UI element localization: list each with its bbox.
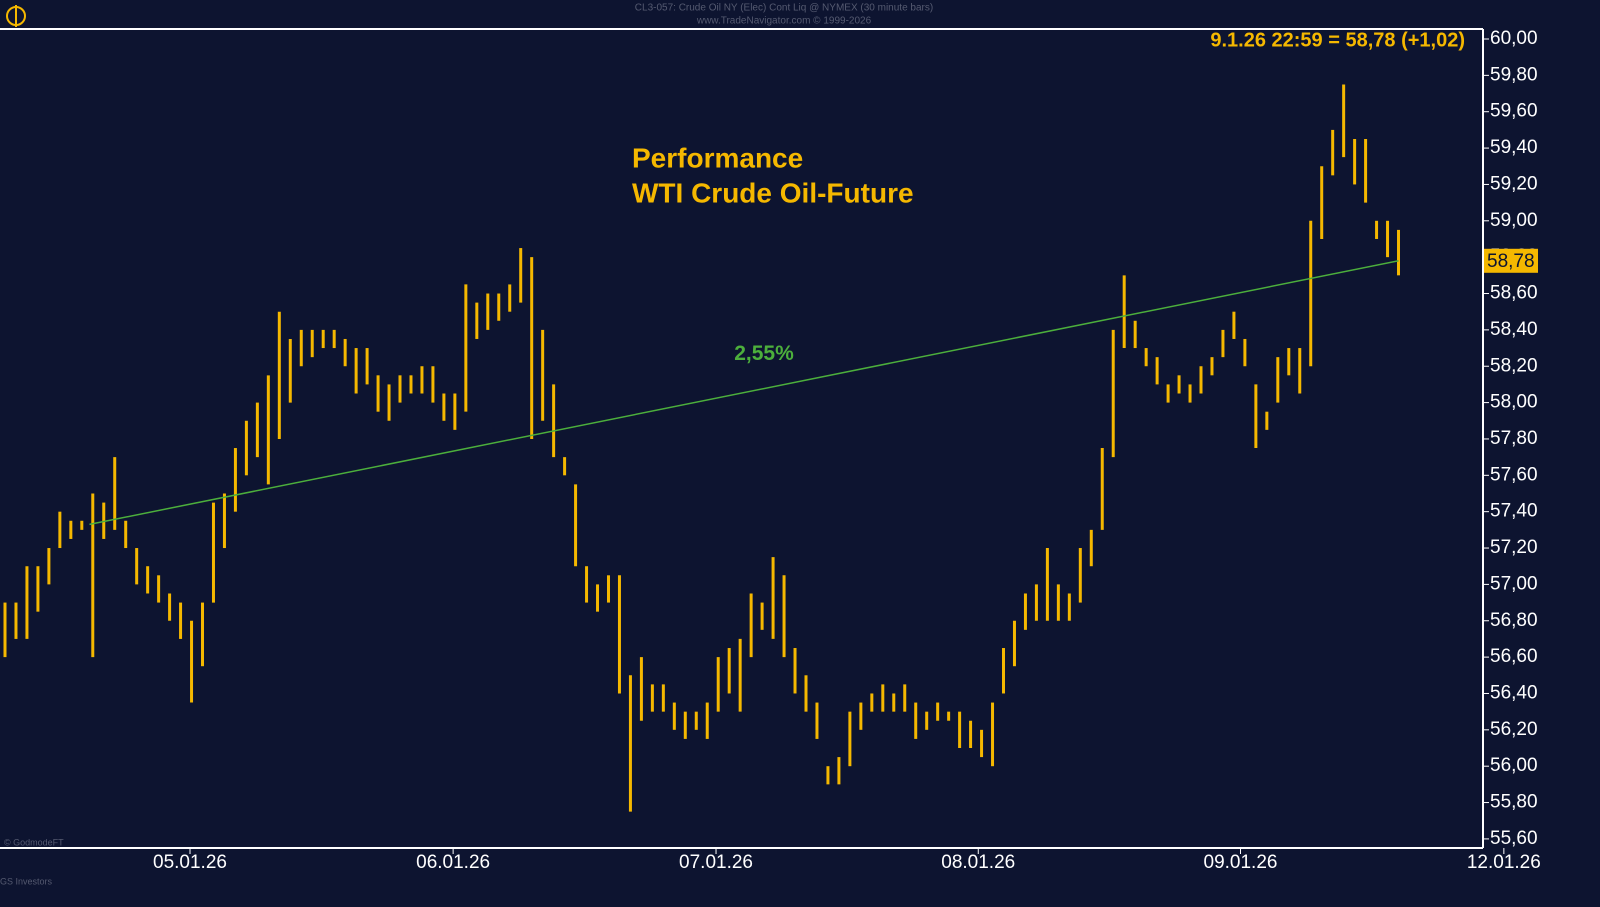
y-tick-label: 58,20 bbox=[1490, 355, 1538, 376]
annotation-title: Performance bbox=[632, 142, 803, 173]
y-tick-label: 59,80 bbox=[1490, 64, 1538, 85]
y-tick-label: 57,00 bbox=[1490, 573, 1538, 594]
annotation-title: WTI Crude Oil-Future bbox=[632, 177, 914, 208]
y-tick-label: 58,00 bbox=[1490, 392, 1538, 413]
y-tick-label: 59,20 bbox=[1490, 173, 1538, 194]
x-tick-label: 12.01.26 bbox=[1467, 852, 1541, 873]
x-tick-label: 08.01.26 bbox=[941, 852, 1015, 873]
y-tick-label: 58,40 bbox=[1490, 319, 1538, 340]
trendline bbox=[89, 260, 1399, 526]
y-tick-label: 59,60 bbox=[1490, 101, 1538, 122]
chart-title: CL3-057: Crude Oil NY (Elec) Cont Liq @ … bbox=[635, 3, 933, 14]
y-tick-label: 59,00 bbox=[1490, 210, 1538, 231]
y-tick-label: 57,60 bbox=[1490, 464, 1538, 485]
y-tick-label: 58,60 bbox=[1490, 283, 1538, 304]
y-tick-label: 56,60 bbox=[1490, 646, 1538, 667]
last-price-label: 58,78 bbox=[1487, 251, 1535, 272]
footer: © GodmodeFT bbox=[4, 837, 64, 847]
last-price-box bbox=[1484, 248, 1538, 273]
y-tick-label: 60,00 bbox=[1490, 28, 1538, 49]
logo bbox=[6, 5, 26, 27]
chart-subtitle: www.TradeNavigator.com © 1999-2026 bbox=[696, 16, 872, 27]
y-tick-label: 57,40 bbox=[1490, 501, 1538, 522]
trendline-label: 2,55% bbox=[734, 342, 794, 365]
last-info: 9.1.26 22:59 = 58,78 (+1,02) bbox=[1210, 29, 1465, 51]
x-tick-label: 05.01.26 bbox=[153, 852, 227, 873]
y-tick-label: 57,20 bbox=[1490, 537, 1538, 558]
footer: GS Investors bbox=[0, 876, 53, 886]
y-tick-label: 56,00 bbox=[1490, 755, 1538, 776]
x-tick-label: 06.01.26 bbox=[416, 852, 490, 873]
y-tick-label: 57,80 bbox=[1490, 428, 1538, 449]
y-tick-label: 55,80 bbox=[1490, 792, 1538, 813]
x-tick-label: 09.01.26 bbox=[1204, 852, 1278, 873]
x-tick-label: 07.01.26 bbox=[679, 852, 753, 873]
y-tick-label: 56,80 bbox=[1490, 610, 1538, 631]
y-tick-label: 55,60 bbox=[1490, 828, 1538, 849]
y-tick-label: 59,40 bbox=[1490, 137, 1538, 158]
y-tick-label: 56,40 bbox=[1490, 682, 1538, 703]
y-tick-label: 56,20 bbox=[1490, 719, 1538, 740]
